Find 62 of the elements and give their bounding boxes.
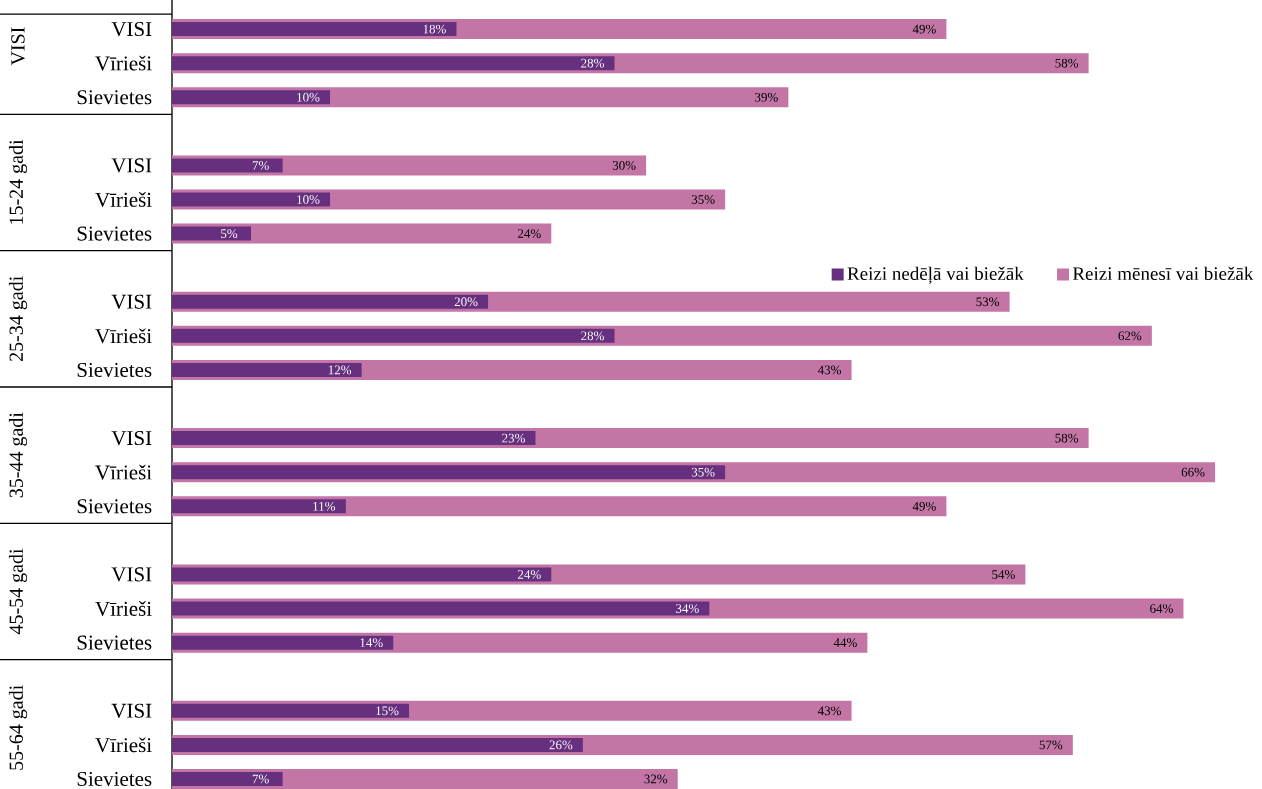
data-label: 53% bbox=[976, 297, 1000, 307]
legend-label: Reizi mēnesī vai biežāk bbox=[1072, 266, 1254, 281]
data-label: 24% bbox=[517, 229, 541, 239]
y-tick-label: Vīrieši bbox=[95, 464, 152, 480]
data-label: 18% bbox=[423, 24, 446, 34]
data-label: 32% bbox=[644, 774, 668, 784]
y-tick-label: Vīrieši bbox=[95, 328, 152, 344]
data-label: 12% bbox=[328, 365, 352, 375]
y-tick-label: Sievietes bbox=[77, 362, 152, 377]
text: 55-64 gadi bbox=[8, 685, 28, 770]
data-label: 62% bbox=[1118, 331, 1142, 341]
y-tick-label: Vīrieši bbox=[95, 192, 152, 207]
data-label: 24% bbox=[517, 570, 541, 579]
text: 45-54 gadi bbox=[8, 548, 28, 635]
data-label: 64% bbox=[1150, 604, 1173, 613]
data-label: 54% bbox=[992, 570, 1015, 579]
legend-label: Reizi nedēļā vai biežāk bbox=[847, 266, 1024, 284]
data-label: 11% bbox=[313, 501, 336, 511]
data-label: 10% bbox=[297, 195, 320, 204]
data-label: 10% bbox=[297, 92, 320, 102]
y-tick-label: VISI bbox=[111, 158, 152, 173]
y-tick-label: Sievietes bbox=[77, 771, 152, 787]
y-tick-label: Vīrieši bbox=[95, 737, 152, 753]
data-label: 58% bbox=[1055, 58, 1079, 68]
data-label: 43% bbox=[817, 365, 842, 375]
y-tick-label: VISI bbox=[111, 703, 152, 718]
text: VISI bbox=[11, 27, 25, 66]
y-tick-label: Sievietes bbox=[77, 499, 152, 514]
text: 25-34 gadi bbox=[8, 276, 28, 361]
y-tick-label: Sievietes bbox=[77, 90, 152, 105]
data-label: 43% bbox=[817, 706, 842, 716]
data-label: 15% bbox=[376, 706, 399, 716]
y-tick-label: Sievietes bbox=[77, 635, 152, 650]
data-label: 49% bbox=[912, 501, 936, 511]
y-tick-label: VISI bbox=[111, 294, 152, 309]
data-label: 44% bbox=[833, 638, 857, 648]
data-label: 58% bbox=[1055, 433, 1079, 443]
data-label: 7% bbox=[252, 161, 269, 170]
data-label: 30% bbox=[612, 161, 636, 170]
data-label: 23% bbox=[502, 433, 525, 443]
data-label: 57% bbox=[1039, 740, 1063, 750]
data-label: 20% bbox=[454, 297, 478, 307]
data-label: 35% bbox=[691, 195, 715, 204]
data-label: 28% bbox=[581, 331, 604, 341]
data-label: 39% bbox=[755, 92, 778, 102]
y-tick-label: VISI bbox=[111, 431, 152, 446]
data-label: 35% bbox=[691, 467, 715, 477]
data-label: 5% bbox=[221, 229, 238, 239]
y-tick-label: Sievietes bbox=[77, 226, 152, 241]
data-label: 34% bbox=[676, 604, 699, 613]
y-tick-label: VISI bbox=[111, 567, 152, 582]
data-label: 14% bbox=[360, 638, 383, 648]
text: 15-24 gadi bbox=[8, 139, 28, 224]
data-label: 66% bbox=[1181, 467, 1205, 477]
y-tick-label: VISI bbox=[111, 21, 152, 37]
data-label: 49% bbox=[912, 24, 936, 34]
data-label: 28% bbox=[581, 58, 604, 68]
y-tick-label: Vīrieši bbox=[95, 601, 152, 617]
y-tick-label: Vīrieši bbox=[95, 55, 152, 71]
data-label: 26% bbox=[549, 740, 573, 750]
text: 35-44 gadi bbox=[8, 412, 28, 498]
data-label: 7% bbox=[252, 774, 269, 784]
